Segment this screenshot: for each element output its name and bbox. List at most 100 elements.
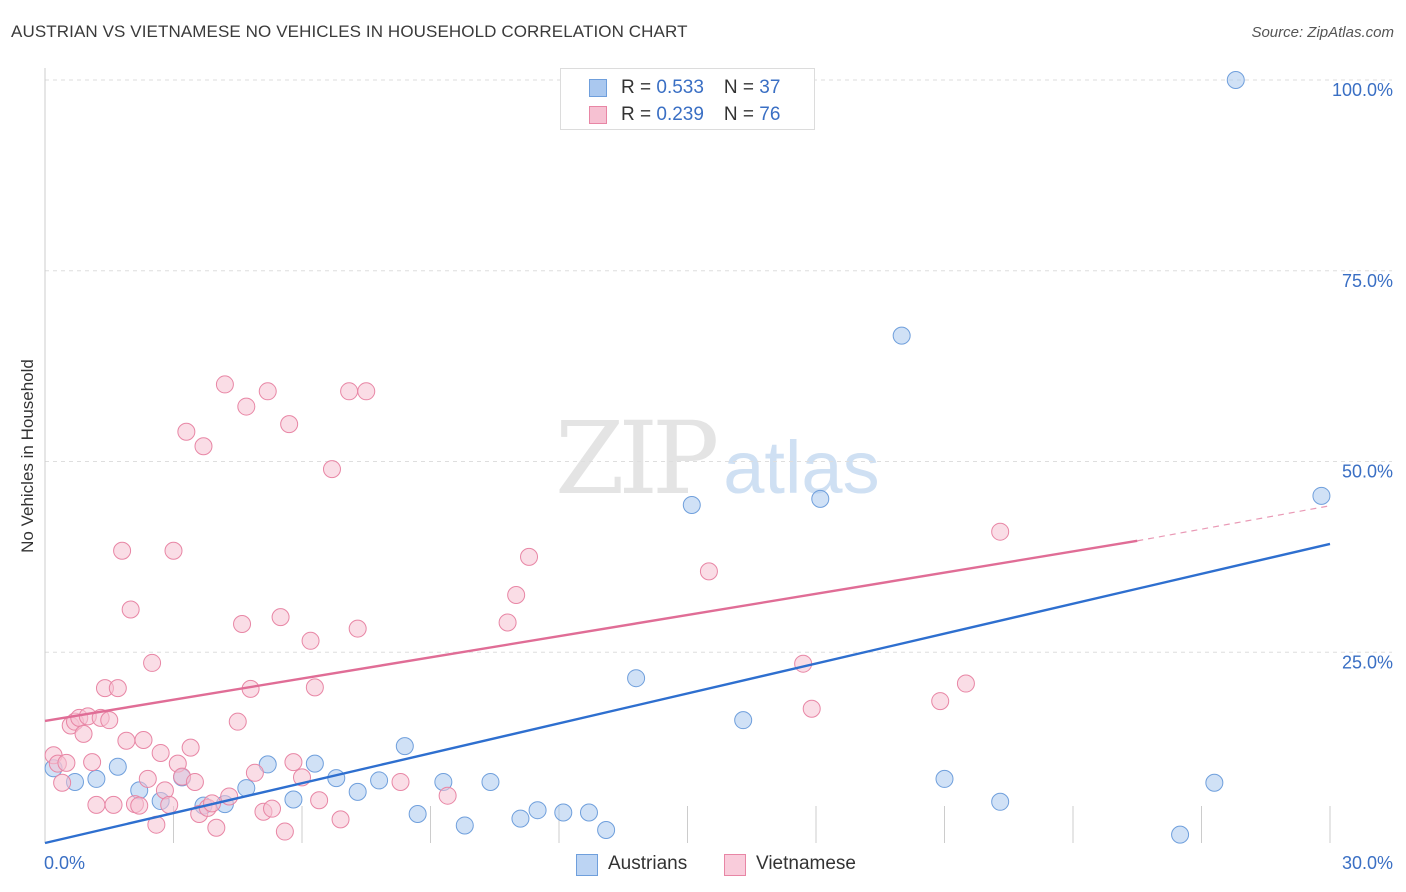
data-point-vietnamese: [507, 586, 526, 605]
data-point-vietnamese: [207, 818, 226, 837]
data-point-vietnamese: [108, 679, 127, 698]
data-point-vietnamese: [233, 615, 252, 634]
y-tick-label: 25.0%: [1342, 652, 1393, 672]
data-point-vietnamese: [164, 541, 183, 560]
data-point-vietnamese: [83, 753, 102, 772]
data-point-vietnamese: [177, 422, 196, 441]
data-point-vietnamese: [301, 631, 320, 650]
data-point-austrians: [1226, 71, 1245, 89]
data-point-vietnamese: [151, 743, 170, 762]
data-point-vietnamese: [305, 678, 324, 697]
data-point-vietnamese: [931, 692, 950, 711]
stats-r-label: R =: [621, 77, 657, 98]
data-point-austrians: [991, 792, 1010, 811]
data-point-vietnamese: [357, 382, 376, 401]
data-point-vietnamese: [699, 562, 718, 581]
data-point-vietnamese: [215, 375, 234, 394]
data-point-vietnamese: [802, 699, 821, 718]
data-point-austrians: [481, 772, 500, 791]
data-point-austrians: [348, 782, 367, 801]
data-point-vietnamese: [245, 763, 264, 782]
data-point-vietnamese: [310, 791, 329, 810]
data-point-austrians: [395, 737, 414, 756]
data-point-austrians: [734, 711, 753, 730]
source-label: Source: ZipAtlas.com: [1251, 24, 1394, 41]
data-point-vietnamese: [348, 619, 367, 638]
data-point-vietnamese: [263, 799, 282, 818]
data-point-vietnamese: [121, 600, 140, 619]
data-point-vietnamese: [284, 753, 303, 772]
data-point-austrians: [682, 495, 701, 514]
legend-swatch-austrians: [576, 854, 598, 876]
data-point-vietnamese: [57, 753, 76, 772]
data-point-vietnamese: [258, 382, 277, 401]
data-point-vietnamese: [53, 773, 72, 792]
data-point-vietnamese: [280, 415, 299, 434]
data-point-austrians: [554, 803, 573, 822]
data-point-austrians: [370, 771, 389, 790]
data-point-austrians: [284, 790, 303, 809]
data-point-vietnamese: [143, 653, 162, 672]
stats-r-label: R =: [621, 104, 657, 125]
stats-n-value: 37: [759, 77, 781, 98]
stats-swatch-vietnamese: [589, 106, 607, 124]
data-point-vietnamese: [134, 730, 153, 749]
data-point-austrians: [892, 326, 911, 345]
chart-title: AUSTRIAN VS VIETNAMESE NO VEHICLES IN HO…: [11, 22, 688, 41]
data-point-vietnamese: [271, 608, 290, 627]
legend: Austrians Vietnamese: [0, 852, 1406, 876]
legend-swatch-vietnamese: [724, 854, 746, 876]
data-point-vietnamese: [438, 786, 457, 805]
data-point-vietnamese: [113, 541, 132, 560]
legend-label-austrians: Austrians: [608, 853, 688, 874]
stats-r-value: 0.239: [656, 104, 704, 125]
data-point-austrians: [108, 757, 127, 776]
stats-n-label: N =: [723, 104, 760, 125]
y-tick-label: 50.0%: [1342, 462, 1393, 482]
data-point-austrians: [579, 803, 598, 822]
data-point-austrians: [455, 816, 474, 835]
data-point-vietnamese: [237, 397, 256, 416]
y-tick-label: 75.0%: [1342, 271, 1393, 291]
data-point-vietnamese: [228, 712, 247, 731]
data-point-vietnamese: [391, 772, 410, 791]
data-point-austrians: [1205, 773, 1224, 792]
y-tick-label: 100.0%: [1332, 80, 1393, 100]
data-point-vietnamese: [87, 795, 106, 814]
data-point-austrians: [597, 821, 616, 840]
stats-r-value: 0.533: [656, 77, 704, 98]
data-point-austrians: [627, 669, 646, 688]
x-tick-label: 30.0%: [1342, 853, 1393, 873]
data-point-vietnamese: [498, 613, 517, 632]
data-point-vietnamese: [794, 654, 813, 673]
stats-n-value: 76: [759, 104, 781, 125]
data-point-vietnamese: [185, 772, 204, 791]
trend-line-vietnamese-extension: [1137, 505, 1331, 542]
data-point-vietnamese: [104, 795, 123, 814]
stats-box: R = 0.533 N = 37 R = 0.239 N = 76: [560, 68, 815, 130]
data-point-vietnamese: [130, 796, 149, 815]
stats-n-label: N =: [723, 77, 760, 98]
stats-swatch-austrians: [589, 79, 607, 97]
data-point-vietnamese: [160, 795, 179, 814]
x-tick-label: 0.0%: [44, 853, 85, 873]
data-point-vietnamese: [331, 810, 350, 829]
data-point-vietnamese: [117, 731, 136, 750]
data-point-austrians: [811, 489, 830, 508]
data-point-austrians: [258, 755, 277, 774]
data-point-austrians: [408, 805, 427, 824]
data-point-vietnamese: [194, 437, 213, 456]
data-point-austrians: [1171, 825, 1190, 844]
data-point-vietnamese: [138, 769, 157, 788]
data-point-vietnamese: [322, 460, 341, 479]
data-point-vietnamese: [991, 522, 1010, 541]
trend-line-austrians: [44, 542, 1331, 845]
data-point-vietnamese: [181, 738, 200, 757]
data-point-austrians: [511, 809, 530, 828]
data-point-austrians: [305, 754, 324, 773]
data-point-vietnamese: [956, 674, 975, 693]
data-point-austrians: [1312, 486, 1331, 505]
watermark-atlas: atlas: [723, 426, 880, 509]
data-point-vietnamese: [74, 724, 93, 743]
